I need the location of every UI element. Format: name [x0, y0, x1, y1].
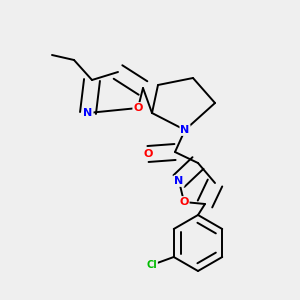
Text: N: N — [83, 108, 93, 118]
Text: O: O — [179, 197, 189, 207]
Text: Cl: Cl — [146, 260, 157, 270]
Text: N: N — [180, 125, 190, 135]
Text: O: O — [143, 149, 153, 159]
Text: N: N — [174, 176, 184, 186]
Text: O: O — [133, 103, 143, 113]
